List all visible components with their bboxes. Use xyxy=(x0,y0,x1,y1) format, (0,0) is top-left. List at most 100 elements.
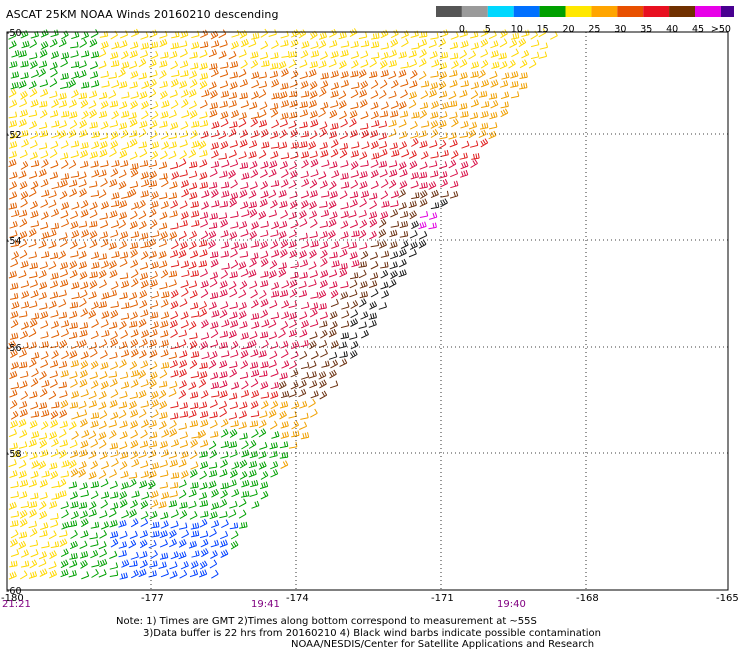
wind-barb xyxy=(188,261,197,270)
wind-barb xyxy=(220,241,230,249)
wind-barb xyxy=(110,538,119,548)
wind-barb xyxy=(208,181,218,189)
wind-barb xyxy=(228,50,237,60)
wind-barb xyxy=(158,420,167,430)
wind-barb xyxy=(130,338,139,348)
wind-barb xyxy=(260,190,269,199)
wind-barb xyxy=(348,241,357,249)
wind-barb xyxy=(300,190,310,199)
wind-barb xyxy=(41,409,50,418)
wind-barb xyxy=(440,198,448,208)
wind-barb xyxy=(49,462,58,470)
wind-barb xyxy=(109,480,118,489)
wind-barb xyxy=(379,110,389,118)
wind-barb xyxy=(148,238,157,248)
wind-barb xyxy=(70,50,79,58)
wind-barb xyxy=(141,80,150,89)
legend-label: 30 xyxy=(614,24,626,35)
wind-barb xyxy=(131,490,140,498)
wind-barb xyxy=(238,289,247,299)
wind-barb xyxy=(109,178,118,188)
wind-barb xyxy=(219,280,228,289)
wind-barb xyxy=(208,81,217,90)
wind-barb xyxy=(89,180,98,188)
wind-barb xyxy=(188,540,197,549)
wind-barb xyxy=(299,259,309,268)
wind-barb xyxy=(28,571,38,579)
wind-barb xyxy=(120,312,130,320)
wind-barb xyxy=(350,160,359,170)
wind-barb xyxy=(129,560,138,568)
wind-barb xyxy=(228,99,237,108)
wind-barb xyxy=(389,110,399,118)
wind-barb xyxy=(308,141,317,150)
wind-barb xyxy=(168,110,177,119)
wind-barb xyxy=(459,89,468,98)
wind-barb xyxy=(160,320,169,328)
wind-barb xyxy=(40,199,49,208)
wind-barb xyxy=(288,229,297,239)
wind-barb xyxy=(150,101,159,110)
wind-barb xyxy=(138,58,147,68)
wind-barb xyxy=(159,211,168,220)
wind-barb xyxy=(241,209,250,218)
wind-barb xyxy=(309,340,317,350)
wind-barb xyxy=(359,280,368,289)
wind-barb xyxy=(249,160,258,170)
wind-barb xyxy=(370,169,379,179)
wind-barb xyxy=(530,51,540,60)
wind-barb xyxy=(250,59,259,69)
wind-barb xyxy=(80,351,89,360)
wind-barb xyxy=(20,160,29,170)
wind-barb xyxy=(378,160,388,168)
wind-barb xyxy=(149,41,159,49)
legend-color-bar xyxy=(436,6,734,17)
wind-barb xyxy=(161,429,170,438)
wind-barb xyxy=(240,360,249,370)
wind-barb xyxy=(221,159,230,168)
wind-barb xyxy=(9,442,18,450)
wind-barb xyxy=(169,50,178,59)
wind-barb xyxy=(90,160,99,168)
wind-barb xyxy=(261,339,269,349)
wind-barb xyxy=(19,230,28,240)
wind-barb xyxy=(370,180,379,190)
wind-barb xyxy=(358,229,367,239)
wind-barb xyxy=(30,411,40,418)
wind-barb xyxy=(88,100,97,109)
wind-barb xyxy=(388,119,397,128)
wind-barb xyxy=(189,511,198,520)
wind-barb xyxy=(239,470,248,480)
wind-barb xyxy=(299,71,308,80)
lat-label: -50 xyxy=(6,28,22,39)
wind-barb xyxy=(250,130,259,138)
wind-barb xyxy=(50,341,59,349)
wind-barb xyxy=(249,258,257,268)
wind-barb xyxy=(80,99,89,109)
wind-barb xyxy=(210,40,220,48)
wind-barb xyxy=(349,129,358,138)
wind-barb xyxy=(220,428,229,438)
wind-barb xyxy=(319,51,328,60)
wind-barb xyxy=(179,440,189,448)
wind-barb xyxy=(438,120,447,128)
wind-barb xyxy=(299,311,308,320)
wind-barb xyxy=(241,479,250,488)
wind-barb xyxy=(49,38,58,48)
wind-barb xyxy=(251,390,260,399)
wind-barb xyxy=(50,222,60,230)
wind-barb xyxy=(360,50,369,59)
wind-barb xyxy=(118,68,126,78)
wind-barb xyxy=(278,189,287,198)
wind-barb xyxy=(191,120,200,128)
wind-barb xyxy=(40,320,49,329)
wind-barb xyxy=(329,109,338,119)
wind-barb xyxy=(339,190,348,200)
wind-barb xyxy=(389,142,398,150)
wind-barb xyxy=(178,489,187,499)
wind-barb xyxy=(209,292,219,300)
wind-barb xyxy=(39,302,48,310)
wind-barb xyxy=(88,291,97,300)
wind-barb xyxy=(250,410,260,418)
wind-barb xyxy=(38,291,47,300)
